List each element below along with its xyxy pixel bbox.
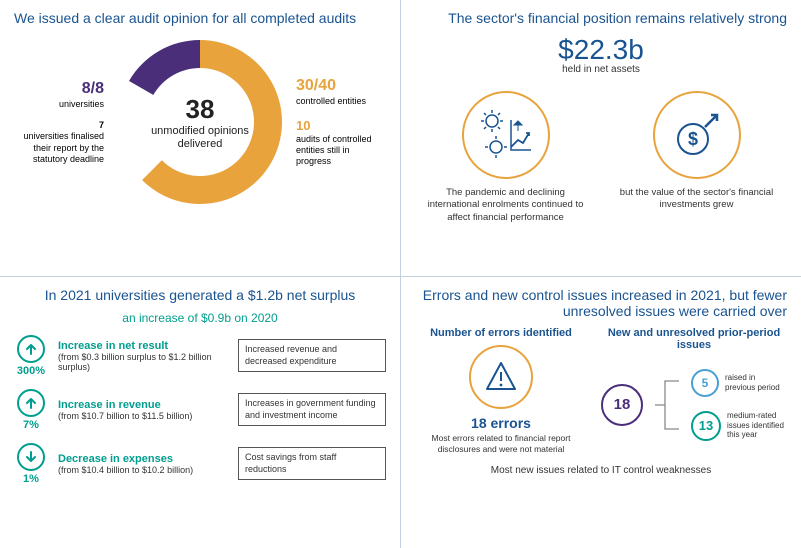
donut-chart: 38 unmodified opinions delivered: [112, 34, 288, 210]
donut-center-num: 38: [150, 94, 250, 125]
donut-segment: [129, 40, 200, 95]
issues-col: New and unresolved prior-period issues 1…: [601, 327, 787, 455]
metric-pct: 7%: [14, 419, 48, 431]
donut-center: 38 unmodified opinions delivered: [150, 94, 250, 150]
metric-text: Decrease in expenses(from $10.4 billion …: [58, 453, 228, 475]
pandemic-caption: The pandemic and declining international…: [423, 187, 588, 224]
metric-pct: 300%: [14, 365, 48, 377]
panel-errors: Errors and new control issues increased …: [401, 277, 801, 548]
metric-text: Increase in net result(from $0.3 billion…: [58, 340, 228, 372]
investment-icon: $: [653, 91, 741, 179]
arrow-up-icon: [17, 335, 45, 363]
metric-title: Decrease in expenses: [58, 453, 228, 465]
issues-total: 18: [601, 384, 643, 426]
errors-col: Number of errors identified 18 errors Mo…: [415, 327, 587, 455]
metric-row: 300% Increase in net result(from $0.3 bil…: [14, 335, 386, 377]
pandemic-icon: [462, 91, 550, 179]
warning-icon: [469, 345, 533, 409]
arrow-col: 7%: [14, 389, 48, 431]
issues-tree: 18 5 raised in previous period 13 medium…: [601, 365, 787, 445]
errors-sub: Most errors related to financial report …: [415, 433, 587, 455]
panel-surplus: In 2021 universities generated a $1.2b n…: [0, 277, 401, 548]
subtitle-surplus: an increase of $0.9b on 2020: [14, 311, 386, 325]
uni-fraction: 8/8: [82, 80, 104, 97]
title-errors: Errors and new control issues increased …: [415, 287, 787, 319]
donut-row: 8/8 universities 7 universities finalise…: [14, 34, 386, 210]
net-assets-value: $22.3b: [415, 34, 787, 66]
errors-footer: Most new issues related to IT control we…: [415, 465, 787, 476]
issues-prev-label: raised in previous period: [725, 373, 785, 392]
panel-financial-position: The sector's financial position remains …: [401, 0, 801, 277]
issues-col-title: New and unresolved prior-period issues: [601, 327, 787, 351]
metric-sub: (from $10.4 billion to $10.2 billion): [58, 465, 228, 475]
metric-box: Cost savings from staff reductions: [238, 447, 386, 480]
investment-caption: but the value of the sector's financial …: [614, 187, 779, 212]
metric-row: 7% Increase in revenue(from $10.7 billion…: [14, 389, 386, 431]
ce-sub-text: audits of controlled entities still in p…: [296, 134, 372, 167]
arrow-col: 1%: [14, 443, 48, 485]
arrow-down-icon: [17, 443, 45, 471]
ce-sub-num: 10: [296, 118, 310, 133]
metric-row: 1% Decrease in expenses(from $10.4 billio…: [14, 443, 386, 485]
errors-col-title: Number of errors identified: [415, 327, 587, 339]
net-assets-label: held in net assets: [415, 64, 787, 75]
metric-title: Increase in net result: [58, 340, 228, 352]
panel-audit-opinion: We issued a clear audit opinion for all …: [0, 0, 401, 277]
metric-sub: (from $10.7 billion to $11.5 billion): [58, 411, 228, 421]
issues-prev: 5: [691, 369, 719, 397]
title-finpos: The sector's financial position remains …: [415, 10, 787, 26]
ce-label: controlled entities: [296, 96, 366, 106]
donut-left-labels: 8/8 universities 7 universities finalise…: [14, 79, 104, 165]
issues-new-label: medium-rated issues identified this year: [727, 411, 787, 440]
metric-pct: 1%: [14, 473, 48, 485]
metric-box: Increased revenue and decreased expendit…: [238, 339, 386, 372]
metric-box: Increases in government funding and inve…: [238, 393, 386, 426]
uni-sub-text: universities finalised their report by t…: [23, 131, 104, 164]
investment-block: $ but the value of the sector's financia…: [614, 91, 779, 224]
metric-sub: (from $0.3 billion surplus to $1.2 billi…: [58, 352, 228, 372]
svg-text:$: $: [687, 129, 697, 149]
uni-sub-num: 7: [99, 120, 104, 130]
donut-center-sub: unmodified opinions delivered: [150, 125, 250, 150]
title-audit: We issued a clear audit opinion for all …: [14, 10, 386, 26]
arrow-col: 300%: [14, 335, 48, 377]
donut-right-labels: 30/40 controlled entities 10 audits of c…: [296, 76, 386, 167]
uni-label: universities: [59, 99, 104, 109]
ce-fraction: 30/40: [296, 77, 336, 94]
arrow-up-icon: [17, 389, 45, 417]
pandemic-block: The pandemic and declining international…: [423, 91, 588, 224]
title-surplus: In 2021 universities generated a $1.2b n…: [14, 287, 386, 303]
issues-new: 13: [691, 411, 721, 441]
errors-count: 18 errors: [415, 415, 587, 431]
metric-text: Increase in revenue(from $10.7 billion t…: [58, 399, 228, 421]
metric-title: Increase in revenue: [58, 399, 228, 411]
